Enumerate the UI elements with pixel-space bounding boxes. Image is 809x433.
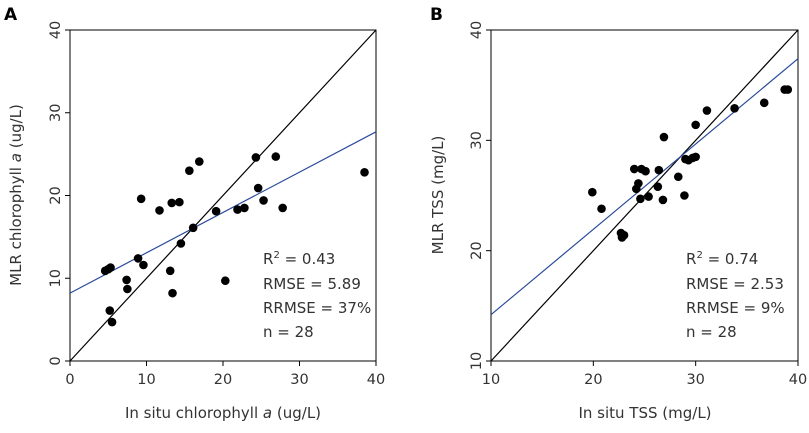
panel-b-data-point xyxy=(634,179,643,188)
panel-b-data-point xyxy=(759,98,769,108)
panel-b-plot-frame xyxy=(490,29,799,362)
panel-a-data-point xyxy=(194,157,204,166)
panel-a-x-tick-label: 40 xyxy=(367,372,385,388)
panel-b: B 10 20 30 40 10 20 30 40 In situ TSS (mg/L) M… xyxy=(429,5,807,422)
panel-a-x-tick-label: 10 xyxy=(137,372,155,388)
panel-b-rmse-annotation: RMSE = 2.53 xyxy=(686,275,784,293)
panel-a: A 0 10 20 30 40 0 10 20 30 40 In situ chlorophyl… xyxy=(4,5,385,422)
panel-a-data-point xyxy=(220,276,230,286)
panel-b-data-point xyxy=(680,191,689,200)
panel-b-data-point xyxy=(691,152,700,162)
panel-b-y-tick-label: 20 xyxy=(469,241,485,259)
panel-a-letter: A xyxy=(4,5,18,25)
panel-a-fit-line xyxy=(69,131,377,294)
panel-a-y-tick-label: 30 xyxy=(48,104,64,122)
panel-b-x-tick-label: 10 xyxy=(482,372,500,388)
panel-b-x-ticks: 10 20 30 40 xyxy=(482,361,807,388)
panel-b-y-tick-label: 10 xyxy=(469,352,485,370)
panel-a-data-point xyxy=(259,196,268,205)
panel-a-rmse-annotation: RMSE = 5.89 xyxy=(263,275,361,293)
panel-b-data-point xyxy=(691,120,700,130)
panel-a-data-point xyxy=(165,266,175,276)
panel-b-data-point xyxy=(673,172,683,182)
panel-a-points xyxy=(100,152,369,327)
panel-b-data-point xyxy=(641,166,650,176)
panel-a-data-point xyxy=(123,284,132,294)
panel-b-x-tick-label: 40 xyxy=(789,372,807,388)
panel-a-data-point xyxy=(175,197,184,207)
panel-b-data-point xyxy=(644,192,653,201)
panel-a-x-tick-label: 30 xyxy=(290,372,308,388)
panel-a-y-tick-label: 20 xyxy=(48,186,64,204)
panel-a-x-axis-label: In situ chlorophyll a (ug/L) xyxy=(125,404,321,422)
panel-a-data-point xyxy=(139,260,148,270)
panel-a-y-axis-label: MLR chlorophyll a (ug/L) xyxy=(7,104,25,286)
panel-b-points xyxy=(588,85,793,242)
panel-a-data-point xyxy=(240,203,249,213)
panel-a-data-point xyxy=(155,206,164,215)
panel-a-data-point xyxy=(271,152,281,161)
panel-b-letter: B xyxy=(430,5,443,25)
panel-a-x-tick-label: 20 xyxy=(214,372,232,388)
panel-a-data-point xyxy=(188,223,198,233)
panel-a-data-point xyxy=(251,153,261,162)
panel-b-data-point xyxy=(702,106,712,115)
panel-b-r2-annotation: R2 = 0.74 xyxy=(686,250,758,268)
panel-b-fit-line xyxy=(490,58,799,316)
panel-a-data-point xyxy=(133,254,143,263)
panel-a-data-point xyxy=(185,166,194,175)
panel-a-data-point xyxy=(167,198,177,208)
panel-b-data-point xyxy=(629,164,639,174)
panel-a-n-annotation: n = 28 xyxy=(263,323,314,341)
panel-b-x-tick-label: 20 xyxy=(584,372,602,388)
panel-a-data-point xyxy=(253,183,263,193)
panel-a-y-tick-label: 10 xyxy=(48,269,64,287)
panel-b-data-point xyxy=(783,85,793,94)
panel-a-data-point xyxy=(360,168,369,177)
panel-b-y-axis-label: MLR TSS (mg/L) xyxy=(429,136,447,255)
panel-b-data-point xyxy=(619,230,629,240)
panel-a-y-tick-label: 40 xyxy=(48,21,64,39)
panel-b-y-ticks: 10 20 30 40 xyxy=(469,21,491,370)
panel-a-data-point xyxy=(122,275,131,285)
panel-b-y-tick-label: 30 xyxy=(469,131,485,149)
panel-b-data-point xyxy=(597,204,606,214)
panel-a-data-point xyxy=(233,205,242,214)
panel-b-n-annotation: n = 28 xyxy=(686,323,737,341)
panel-a-data-point xyxy=(211,206,221,216)
panel-a-x-ticks: 0 10 20 30 40 xyxy=(65,361,385,388)
panel-a-x-tick-label: 0 xyxy=(65,372,74,388)
panel-a-rrmse-annotation: RRMSE = 37% xyxy=(263,299,371,317)
panel-a-data-point xyxy=(278,203,287,213)
panel-b-data-point xyxy=(588,187,597,197)
panel-b-data-point xyxy=(654,165,664,175)
panel-a-data-point xyxy=(105,306,115,315)
panel-b-data-point xyxy=(659,132,669,142)
panel-b-data-point xyxy=(730,104,739,113)
panel-a-data-point xyxy=(106,263,115,272)
panel-a-one-to-one-line xyxy=(69,29,377,362)
panel-a-y-ticks: 0 10 20 30 40 xyxy=(48,21,70,366)
panel-b-data-point xyxy=(658,195,668,205)
panel-b-rrmse-annotation: RRMSE = 9% xyxy=(686,299,785,317)
panel-a-data-point xyxy=(136,194,146,204)
panel-b-x-axis-label: In situ TSS (mg/L) xyxy=(578,404,711,422)
panel-a-data-point xyxy=(168,288,177,298)
panel-a-y-tick-label: 0 xyxy=(48,356,64,365)
panel-b-data-point xyxy=(636,194,645,204)
panel-b-data-point xyxy=(653,182,663,191)
panel-a-data-point xyxy=(176,239,186,248)
panel-b-y-tick-label: 40 xyxy=(469,21,485,39)
panel-a-lines xyxy=(69,29,377,362)
panel-a-data-point xyxy=(107,317,117,327)
panel-a-r2-annotation: R2 = 0.43 xyxy=(263,250,335,268)
panel-b-x-tick-label: 30 xyxy=(686,372,704,388)
